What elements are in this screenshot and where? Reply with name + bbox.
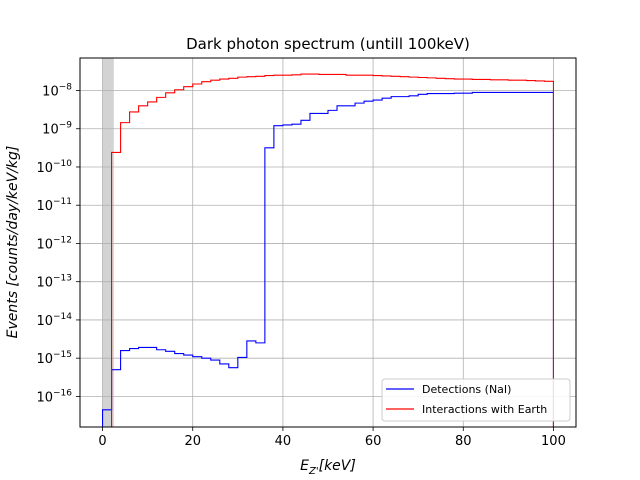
- x-tick-label: 0: [98, 434, 106, 449]
- y-tick-label: 10−13: [36, 274, 72, 291]
- x-tick-label: 80: [455, 434, 472, 449]
- y-tick-label: 10−14: [36, 312, 72, 329]
- shaded-band: [102, 58, 114, 427]
- x-tick-label: 20: [184, 434, 201, 449]
- x-tick-label: 100: [541, 434, 566, 449]
- series-line-1: [111, 73, 555, 427]
- series-line-0: [101, 91, 555, 427]
- y-tick-label: 10−12: [36, 235, 72, 252]
- y-axis-label: Events [counts/day/keV/kg]: [5, 146, 21, 339]
- x-axis-ticks: 0 20 40 60 80 100: [98, 427, 566, 449]
- y-tick-label: 10−11: [36, 197, 72, 214]
- x-tick-label: 40: [275, 434, 292, 449]
- y-tick-label: 10−10: [36, 159, 72, 176]
- legend-label-detections: Detections (NaI): [422, 383, 511, 396]
- chart-title: Dark photon spectrum (untill 100keV): [186, 35, 470, 53]
- y-tick-label: 10−9: [42, 121, 72, 138]
- plot-frame: [79, 57, 577, 428]
- shaded-region-layer: [102, 58, 114, 427]
- series-layer: [101, 73, 555, 427]
- y-tick-label: 10−15: [36, 350, 72, 367]
- y-tick-label: 10−8: [42, 83, 72, 100]
- legend-box: [381, 378, 571, 422]
- y-axis-ticks: 10−16 10−15 10−14 10−13 10−12 10−11 10−10 10−9 1…: [36, 83, 80, 405]
- legend: Detections (NaI) Interactions with Earth: [381, 378, 571, 422]
- legend-label-interactions: Interactions with Earth: [422, 403, 547, 416]
- plot-area: [80, 58, 576, 427]
- x-tick-label: 60: [365, 434, 382, 449]
- y-tick-label: 10−16: [36, 388, 72, 405]
- x-axis-label: EZ'[keV]: [300, 458, 356, 477]
